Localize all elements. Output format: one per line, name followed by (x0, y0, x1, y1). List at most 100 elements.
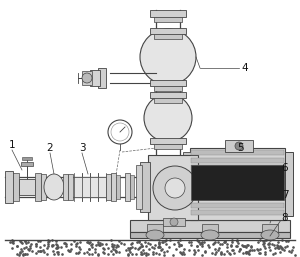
Point (202, 250, 207, 254)
Point (143, 251, 148, 255)
Point (136, 240, 141, 244)
Point (140, 243, 144, 247)
Point (74, 251, 79, 255)
Point (218, 242, 223, 246)
Point (28, 242, 33, 246)
Point (263, 252, 268, 256)
Point (97, 243, 102, 247)
Text: 7: 7 (282, 190, 288, 200)
Bar (74, 177, 82, 197)
Point (76, 250, 81, 254)
Point (129, 252, 134, 256)
Point (230, 248, 235, 252)
Point (86, 247, 91, 251)
Point (37, 245, 42, 249)
Point (71, 239, 76, 243)
Bar (191, 150, 284, 155)
Point (279, 238, 284, 242)
Bar (21, 162, 33, 166)
Point (63, 244, 68, 248)
Point (21, 246, 26, 251)
Point (102, 251, 107, 255)
Point (152, 243, 157, 247)
Point (117, 239, 122, 243)
Point (275, 245, 280, 249)
Point (206, 245, 211, 249)
Point (280, 246, 285, 250)
Point (50, 249, 55, 253)
Bar (154, 144, 182, 149)
Bar (202, 224, 218, 232)
Point (266, 242, 271, 246)
Point (193, 250, 198, 254)
Point (21, 252, 26, 256)
Point (55, 246, 59, 250)
Point (245, 250, 250, 254)
Point (34, 242, 38, 246)
Point (23, 245, 28, 249)
Point (66, 247, 71, 252)
Bar (191, 210, 284, 215)
Text: 3: 3 (79, 143, 85, 153)
Point (105, 246, 110, 251)
Bar (154, 86, 182, 91)
Point (121, 242, 126, 246)
Point (9, 238, 14, 242)
Point (128, 246, 133, 250)
Point (243, 245, 248, 249)
Point (267, 241, 272, 245)
Point (257, 238, 262, 242)
Point (85, 240, 90, 244)
Point (192, 252, 197, 256)
Point (20, 253, 25, 257)
Point (110, 242, 114, 246)
Point (90, 252, 94, 256)
Point (10, 241, 15, 245)
Point (22, 239, 27, 243)
Point (200, 242, 205, 246)
Point (244, 250, 248, 254)
Circle shape (108, 120, 132, 144)
Point (18, 251, 22, 255)
Point (146, 241, 151, 245)
Point (244, 251, 248, 255)
Point (114, 245, 118, 249)
Point (111, 245, 116, 250)
Point (49, 243, 54, 247)
Point (26, 247, 31, 252)
Point (199, 252, 204, 256)
Point (73, 243, 78, 247)
Point (274, 243, 279, 247)
Point (45, 244, 50, 248)
Point (146, 247, 151, 252)
Bar (136, 165, 142, 209)
Point (216, 246, 221, 250)
Point (140, 252, 144, 256)
Point (157, 242, 162, 246)
Point (111, 252, 116, 256)
Point (40, 248, 45, 252)
Point (15, 244, 20, 248)
Point (234, 244, 239, 248)
Point (86, 241, 91, 245)
Point (39, 249, 44, 253)
Point (262, 245, 267, 250)
Point (55, 250, 60, 254)
Point (10, 246, 14, 250)
Bar (5, 171, 13, 203)
Point (38, 239, 43, 243)
Bar (130, 220, 290, 232)
Point (86, 240, 91, 244)
Point (256, 240, 261, 244)
Point (221, 252, 226, 256)
Text: 1: 1 (9, 140, 15, 150)
Point (146, 252, 151, 256)
Point (34, 244, 39, 248)
Point (96, 240, 101, 244)
Point (152, 246, 156, 250)
Point (262, 239, 266, 243)
Point (139, 244, 144, 248)
Bar (140, 162, 150, 212)
Bar (148, 155, 198, 220)
Point (19, 240, 24, 244)
